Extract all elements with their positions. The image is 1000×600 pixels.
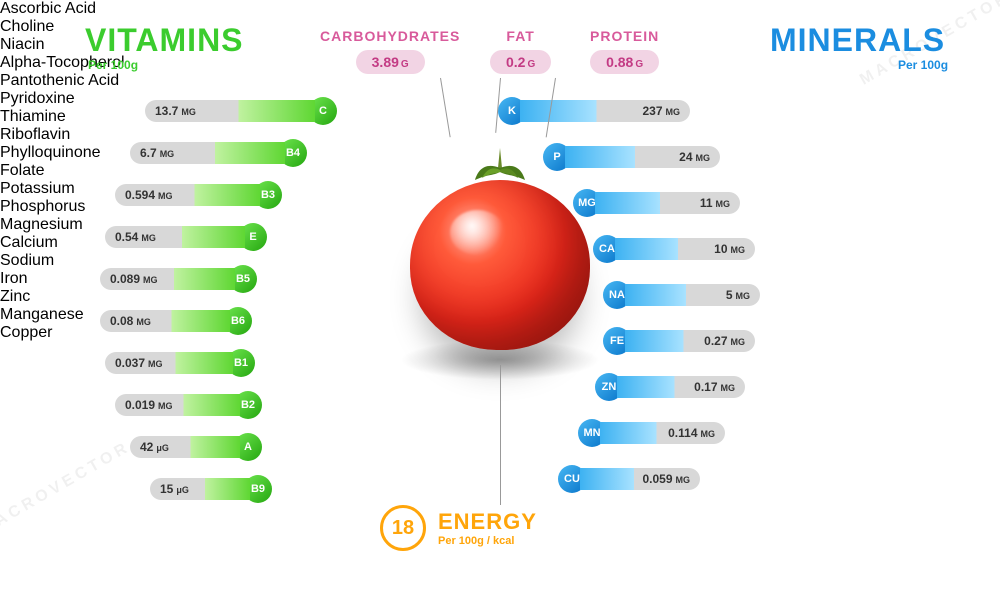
watermark: MACROVECTOR	[0, 438, 134, 539]
nutrient-name: Ascorbic Acid	[0, 0, 1000, 18]
nutrient-value: 0.089MG	[110, 272, 158, 286]
nutrient-value: 0.17MG	[694, 380, 735, 394]
nutrient-value: 237MG	[642, 104, 680, 118]
mineral-bar: 0.114MGMN	[578, 422, 725, 444]
energy-subtitle: Per 100g / kcal	[438, 535, 537, 547]
vitamin-bar: 6.7MGB4	[130, 142, 307, 164]
nutrient-value: 0.08MG	[110, 314, 151, 328]
vitamin-bar: 0.54MGE	[105, 226, 267, 248]
energy-value: 18	[380, 505, 426, 551]
nutrient-value: 6.7MG	[140, 146, 174, 160]
energy-block: 18 ENERGY Per 100g / kcal	[380, 505, 537, 551]
vitamin-bar: 0.089MGB5	[100, 268, 257, 290]
energy-title: ENERGY	[438, 509, 537, 535]
energy-leader-line	[500, 365, 501, 505]
nutrient-value: 10MG	[714, 242, 745, 256]
nutrient-value: 0.037MG	[115, 356, 163, 370]
nutrient-value: 0.114MG	[668, 426, 715, 440]
vitamin-bar: 0.037MGB1	[105, 352, 255, 374]
nutrient-value: 11MG	[700, 196, 730, 210]
macro-item: FAT 0.2G	[490, 28, 551, 74]
macro-value: 3.89G	[356, 50, 425, 74]
infographic-container: MACROVECTOR MACROVECTOR VITAMINS Per 100…	[0, 0, 1000, 600]
nutrient-value: 0.594MG	[125, 188, 173, 202]
macro-label: FAT	[490, 28, 551, 44]
nutrient-value: 0.019MG	[125, 398, 173, 412]
macro-item: CARBOHYDRATES 3.89G	[320, 28, 460, 74]
nutrient-value: 5MG	[726, 288, 750, 302]
macro-value: 0.2G	[490, 50, 551, 74]
macro-value: 0.88G	[590, 50, 659, 74]
nutrient-value: 0.27MG	[704, 334, 745, 348]
mineral-bar: 0.27MGFE	[603, 330, 755, 352]
vitamins-subtitle: Per 100g	[88, 58, 138, 72]
nutrient-value: 0.54MG	[115, 230, 156, 244]
mineral-bar: 237MGK	[498, 100, 690, 122]
macro-label: CARBOHYDRATES	[320, 28, 460, 44]
mineral-bar: 11MGMG	[573, 192, 740, 214]
nutrient-value: 0.059MG	[642, 472, 690, 486]
vitamin-bar: 0.08MGB6	[100, 310, 252, 332]
mineral-bar: 0.17MGZN	[595, 376, 745, 398]
vitamin-bar: 0.019MGB2	[115, 394, 262, 416]
vitamins-title: VITAMINS	[85, 22, 244, 59]
tomato-stem-icon	[470, 140, 530, 200]
vitamin-bar: 42μGA	[130, 436, 262, 458]
macro-label: PROTEIN	[590, 28, 659, 44]
nutrient-value: 42μG	[140, 440, 169, 454]
vitamin-bar: 0.594MGB3	[115, 184, 282, 206]
nutrient-value: 13.7MG	[155, 104, 196, 118]
mineral-bar: 5MGNA	[603, 284, 760, 306]
vitamin-bar: 15μGB9	[150, 478, 272, 500]
mineral-bar: 24MGP	[543, 146, 720, 168]
vitamin-bar: 13.7MGC	[145, 100, 337, 122]
macro-item: PROTEIN 0.88G	[590, 28, 659, 74]
mineral-bar: 10MGCA	[593, 238, 755, 260]
nutrient-value: 15μG	[160, 482, 189, 496]
minerals-subtitle: Per 100g	[898, 58, 948, 72]
nutrient-value: 24MG	[679, 150, 710, 164]
mineral-bar: 0.059MGCU	[558, 468, 700, 490]
minerals-title: MINERALS	[770, 22, 945, 59]
